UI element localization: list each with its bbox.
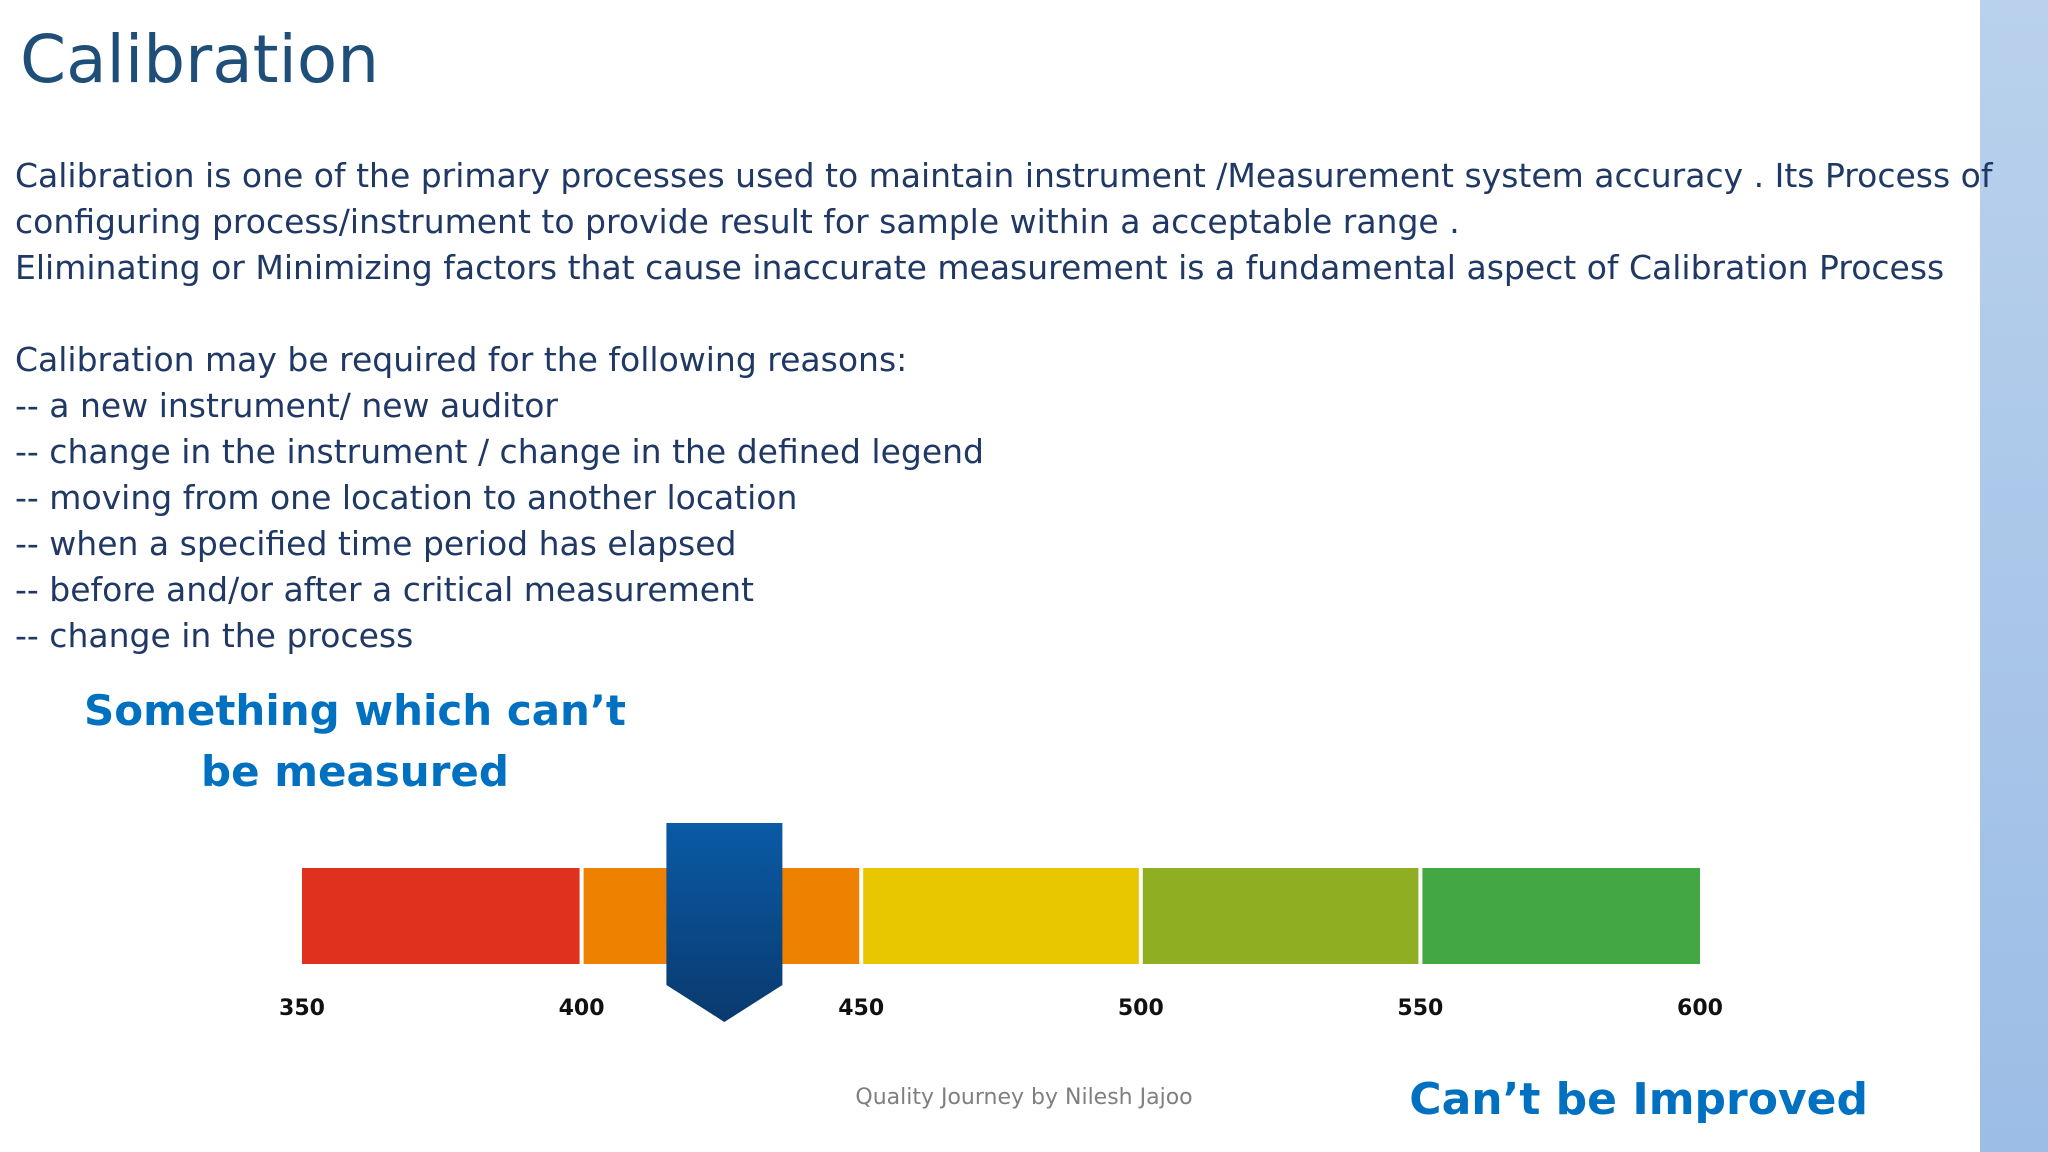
slide-title: Calibration bbox=[20, 21, 380, 98]
footer-credit: Quality Journey by Nilesh Jajoo bbox=[855, 1085, 1193, 1110]
callout-line: Something which can’t bbox=[83, 686, 626, 735]
callout-improved: Can’t be Improved bbox=[1409, 1074, 1868, 1125]
gauge-segment bbox=[1422, 868, 1700, 964]
gauge-pointer-marker bbox=[666, 823, 783, 1022]
reason-item: -- a new instrument/ new auditor bbox=[15, 386, 558, 425]
paragraph-line: configuring process/instrument to provid… bbox=[15, 202, 1460, 241]
paragraph-line: Calibration is one of the primary proces… bbox=[15, 156, 1993, 195]
reason-item: -- change in the process bbox=[15, 616, 414, 655]
gauge-segment bbox=[1142, 868, 1419, 964]
gauge-tick-label: 400 bbox=[559, 996, 605, 1021]
reason-item: -- change in the instrument / change in … bbox=[15, 432, 984, 471]
reason-item: -- moving from one location to another l… bbox=[15, 478, 798, 517]
callout-line: be measured bbox=[201, 747, 509, 796]
gauge-segment bbox=[863, 868, 1139, 964]
reasons-heading: Calibration may be required for the foll… bbox=[15, 340, 908, 379]
paragraph-line: Eliminating or Minimizing factors that c… bbox=[15, 248, 1945, 287]
gauge-tick-label: 600 bbox=[1677, 996, 1723, 1021]
reason-item: -- before and/or after a critical measur… bbox=[15, 570, 754, 609]
callout-measured: Something which can’t be measured bbox=[80, 680, 630, 802]
side-accent-bar bbox=[1980, 0, 2048, 1152]
gauge-tick-label: 450 bbox=[838, 996, 884, 1021]
gauge-segment bbox=[302, 868, 580, 964]
reason-item: -- when a specified time period has elap… bbox=[15, 524, 737, 563]
gauge-tick-label: 500 bbox=[1118, 996, 1164, 1021]
gauge-tick-label: 550 bbox=[1397, 996, 1443, 1021]
gauge-tick-label: 350 bbox=[279, 996, 325, 1021]
body-text: Calibration is one of the primary proces… bbox=[15, 153, 1992, 659]
